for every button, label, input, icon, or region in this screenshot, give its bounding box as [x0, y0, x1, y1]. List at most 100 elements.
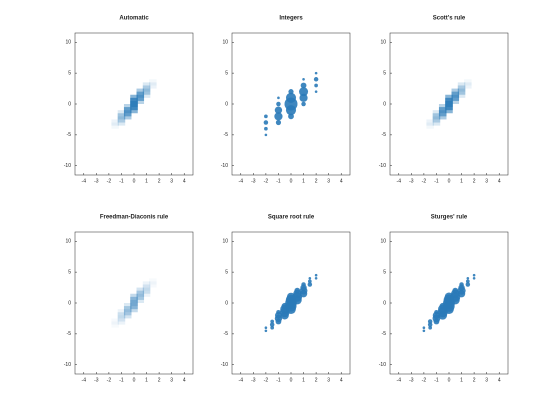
y-tick-label: 10	[65, 40, 71, 46]
bin-cell	[142, 88, 151, 95]
bin-bubble	[434, 310, 439, 315]
bin-cell	[111, 119, 119, 126]
x-tick-label: 2	[473, 377, 476, 383]
bin-bubble	[452, 287, 459, 294]
x-tick-label: -2	[264, 178, 269, 184]
x-tick-label: 0	[448, 377, 451, 383]
y-tick-label: 10	[380, 239, 386, 245]
x-tick-label: -4	[239, 178, 244, 184]
bin-bubble	[264, 133, 268, 137]
y-tick-label: 5	[68, 70, 71, 76]
bin-cell	[432, 119, 441, 126]
y-tick-label: 5	[383, 269, 386, 275]
bin-cell	[123, 309, 132, 316]
x-tick-label: 4	[498, 377, 501, 383]
bin-cell	[432, 113, 441, 120]
bin-cell	[142, 82, 151, 89]
bin-cell	[149, 278, 157, 284]
x-tick-label: 2	[158, 178, 161, 184]
bin-cell	[123, 107, 132, 114]
x-tick-label: 0	[290, 178, 293, 184]
chart-title: Sturges' rule	[431, 215, 468, 221]
x-tick-label: 3	[170, 178, 173, 184]
y-tick-label: 10	[222, 40, 228, 46]
bin-cell	[123, 306, 132, 313]
bin-bubble	[314, 83, 318, 88]
y-tick-label: -5	[382, 132, 387, 138]
x-tick-label: 0	[133, 377, 136, 383]
x-tick-label: 0	[448, 178, 451, 184]
x-tick-label: -4	[397, 377, 402, 383]
x-tick-label: -4	[239, 377, 244, 383]
x-tick-label: -1	[434, 377, 439, 383]
bin-bubble	[299, 87, 309, 97]
bin-cell	[142, 287, 151, 294]
bin-bubble	[314, 277, 318, 280]
bin-bubble	[264, 326, 268, 329]
bin-cell	[464, 79, 472, 86]
x-tick-label: 3	[485, 377, 488, 383]
x-tick-label: -1	[276, 178, 281, 184]
bin-cell	[445, 94, 453, 101]
bin-cell	[445, 107, 453, 114]
bin-cell	[130, 296, 138, 303]
y-tick-label: -10	[64, 163, 71, 169]
bin-bubble	[308, 277, 312, 280]
x-tick-label: -3	[409, 178, 414, 184]
x-tick-label: -2	[107, 178, 112, 184]
bin-bubble	[264, 114, 268, 119]
bin-cell	[117, 116, 126, 123]
bin-bubble	[307, 279, 312, 284]
y-tick-label: -10	[379, 362, 386, 368]
bin-bubble	[277, 96, 280, 100]
bin-cell	[451, 88, 460, 95]
bin-cell	[130, 299, 138, 307]
bin-cell	[130, 306, 138, 313]
bin-bubble	[264, 329, 268, 333]
bin-cell	[130, 107, 138, 114]
bin-bubble	[422, 326, 426, 329]
y-tick-label: -10	[221, 163, 228, 169]
bin-bubble	[314, 71, 318, 75]
x-tick-label: 4	[340, 377, 343, 383]
y-tick-label: 0	[68, 101, 71, 107]
x-tick-label: 4	[183, 178, 186, 184]
bin-bubble	[302, 78, 305, 81]
bin-bubble	[263, 120, 269, 125]
y-tick-label: 0	[68, 300, 71, 306]
bin-bubble	[307, 282, 313, 287]
bin-bubble	[465, 279, 470, 284]
x-tick-label: -2	[422, 178, 427, 184]
x-tick-label: -4	[82, 178, 87, 184]
bin-bubble	[264, 126, 268, 131]
bin-cell	[136, 91, 145, 98]
bin-cell	[117, 312, 126, 319]
x-tick-label: 2	[315, 178, 318, 184]
y-tick-label: 10	[380, 40, 386, 46]
y-tick-label: 0	[383, 101, 386, 107]
y-tick-label: -5	[67, 132, 72, 138]
x-tick-label: 1	[302, 178, 305, 184]
bin-bubble	[300, 82, 307, 89]
bin-cell	[136, 287, 145, 294]
bin-cell	[451, 91, 460, 98]
x-tick-label: 3	[170, 377, 173, 383]
x-tick-label: -1	[119, 178, 124, 184]
bin-cell	[111, 318, 119, 325]
bin-cell	[130, 303, 138, 310]
x-tick-label: 1	[145, 377, 148, 383]
bin-cell	[149, 281, 157, 288]
x-tick-label: -3	[251, 178, 256, 184]
bin-cell	[149, 79, 157, 86]
x-tick-label: -3	[251, 377, 256, 383]
bin-cell	[136, 88, 145, 95]
bin-bubble	[276, 310, 281, 315]
bin-bubble	[313, 77, 319, 82]
bin-cell	[464, 82, 472, 89]
x-tick-label: 0	[133, 178, 136, 184]
bin-cell	[130, 94, 138, 101]
bin-cell	[457, 85, 466, 92]
bin-bubble	[275, 119, 282, 126]
y-tick-label: 5	[225, 70, 228, 76]
